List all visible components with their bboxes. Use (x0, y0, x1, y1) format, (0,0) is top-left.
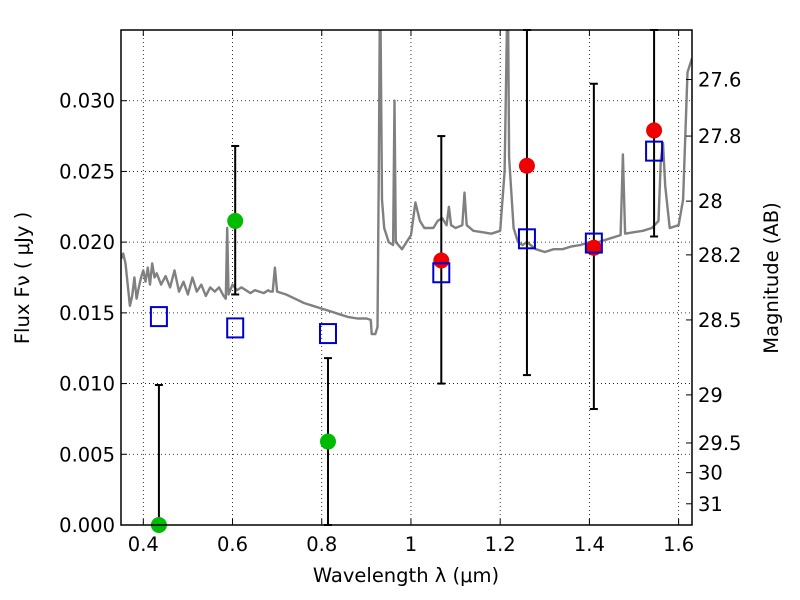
x-tick-label: 0.6 (217, 533, 248, 556)
model-point (149, 306, 168, 328)
y-tick-label: 0.010 (59, 373, 115, 396)
x-tick-label: 1.2 (485, 533, 516, 556)
data-layer (121, 30, 692, 336)
y-axis-label-left: Flux Fν ( μJy ) (11, 212, 34, 344)
right-tick-label: 29 (698, 384, 723, 407)
y-tick-label: 0.015 (59, 302, 115, 325)
model-point (432, 262, 451, 284)
ticks (121, 30, 692, 526)
right-tick-label: 28.5 (698, 309, 741, 332)
data-point (433, 252, 450, 269)
x-axis-label: Wavelength λ (μm) (313, 564, 499, 587)
y-tick-label: 0.030 (59, 90, 115, 113)
x-tick-label: 0.4 (128, 533, 159, 556)
model-point (226, 317, 245, 339)
y-tick-label: 0.020 (59, 231, 115, 254)
y-tick-label: 0.005 (59, 443, 115, 466)
data-point (518, 157, 535, 174)
right-tick-label: 28.2 (698, 244, 741, 267)
y-axis-label-right: Magnitude (AB) (760, 202, 783, 353)
data-point (319, 433, 336, 450)
tick-labels: 0.4 0.6 0.8 1 1.2 1.4 1.6 0.000 0.005 0.010 0.015 0… (59, 69, 741, 557)
model-point (318, 323, 337, 345)
right-tick-label: 31 (698, 493, 723, 516)
model-spectrum-line (121, 30, 692, 336)
data-point (227, 212, 244, 229)
model-point (645, 140, 664, 162)
data-point (646, 122, 663, 139)
right-tick-label: 27.6 (698, 69, 741, 92)
grid-lines (121, 30, 692, 525)
y-tick-label: 0.025 (59, 160, 115, 183)
x-tick-label: 1 (405, 533, 417, 556)
model-point (584, 232, 603, 254)
x-tick-label: 1.6 (663, 533, 694, 556)
x-tick-label: 1.4 (574, 533, 605, 556)
markers (149, 122, 664, 533)
y-tick-label: 0.000 (59, 514, 115, 537)
error-bars (154, 29, 659, 526)
right-tick-label: 28 (698, 190, 723, 213)
right-tick-label: 29.5 (698, 432, 741, 455)
plot-frame (120, 29, 693, 526)
right-tick-label: 30 (698, 462, 723, 485)
right-tick-label: 27.8 (698, 125, 741, 148)
x-tick-label: 0.8 (306, 533, 337, 556)
model-point (517, 228, 536, 250)
